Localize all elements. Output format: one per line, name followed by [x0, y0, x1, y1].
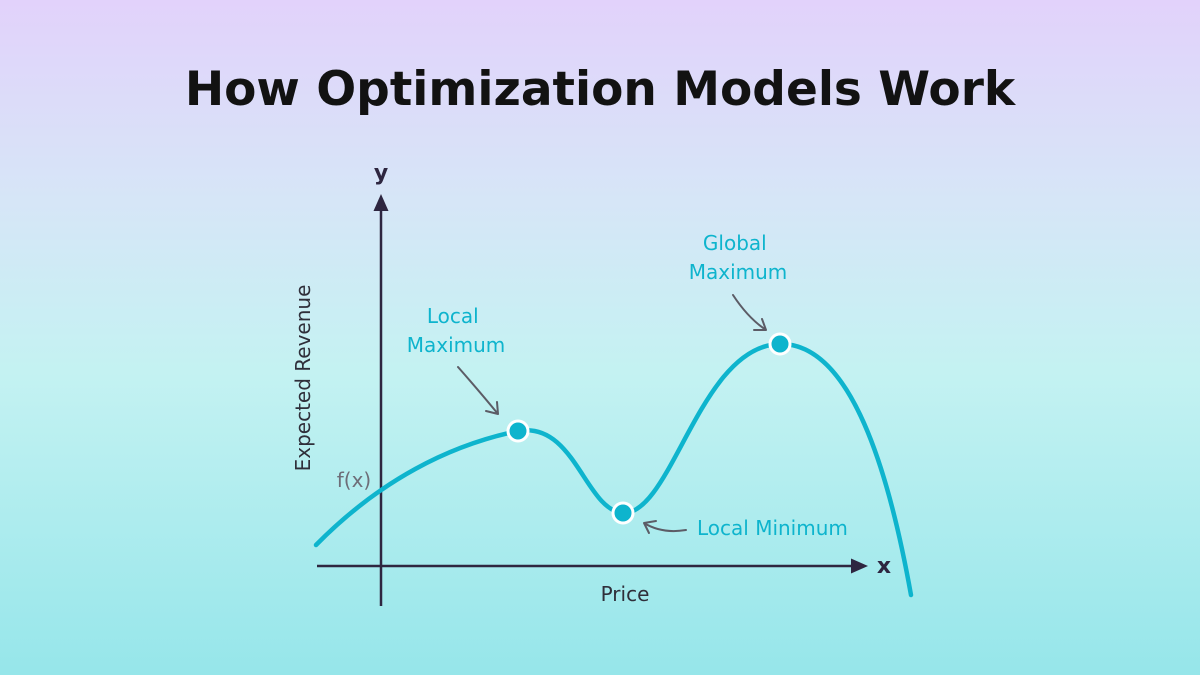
- global-maximum-point: [768, 332, 792, 356]
- local-maximum-label-line-2: Maximum: [407, 333, 506, 357]
- fx-label: f(x): [337, 468, 371, 492]
- global-maximum-label: Global Maximum: [689, 231, 788, 284]
- local-maximum-point: [506, 419, 530, 443]
- local-minimum-arrow: [643, 520, 687, 534]
- x-axis-arrowhead: [851, 558, 868, 574]
- local-minimum-point: [611, 501, 635, 525]
- function-curve: [313, 341, 914, 598]
- y-axis-label: Expected Revenue: [291, 285, 315, 472]
- local-maximum-label: Local Maximum: [407, 304, 506, 357]
- x-axis-letter: x: [877, 554, 891, 579]
- local-maximum-arrow: [457, 366, 499, 415]
- y-axis-letter: y: [374, 161, 388, 186]
- global-maximum-label-line-1: Global: [703, 231, 767, 255]
- global-maximum-label-line-2: Maximum: [689, 260, 788, 284]
- global-maximum-arrow: [732, 294, 767, 331]
- x-axis-label: Price: [601, 582, 650, 606]
- local-minimum-label: Local Minimum: [697, 516, 848, 540]
- local-maximum-label-line-1: Local: [427, 304, 479, 328]
- y-axis-arrowhead: [373, 194, 389, 211]
- page-title: How Optimization Models Work: [184, 62, 1016, 117]
